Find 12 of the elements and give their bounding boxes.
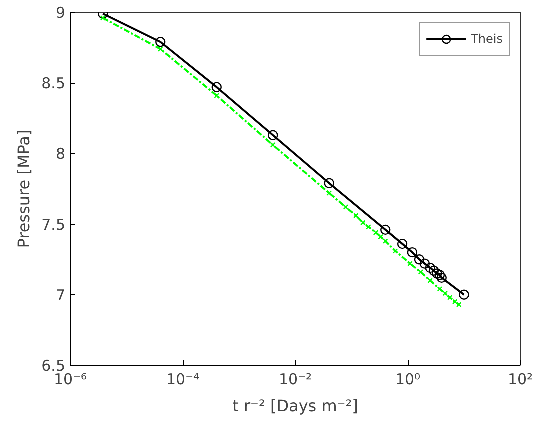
y-tick-label: 7.5 — [42, 216, 66, 234]
y-tick-label: 8 — [56, 145, 66, 164]
y-tick-label: 7 — [56, 286, 66, 304]
legend-label: Theis — [471, 32, 503, 46]
x-axis-title: t r⁻² [Days m⁻²] — [232, 396, 358, 416]
y-tick-label: 8.5 — [42, 74, 66, 93]
x-tick-label: 10² — [508, 370, 534, 388]
x-tick-label: 10⁻⁴ — [166, 370, 200, 388]
x-tick-label: 10⁻² — [278, 370, 312, 388]
y-axis-title: Pressure [MPa] — [14, 130, 34, 248]
x-tick-label: 10⁰ — [395, 370, 421, 388]
y-tick-label: 9 — [56, 4, 66, 22]
